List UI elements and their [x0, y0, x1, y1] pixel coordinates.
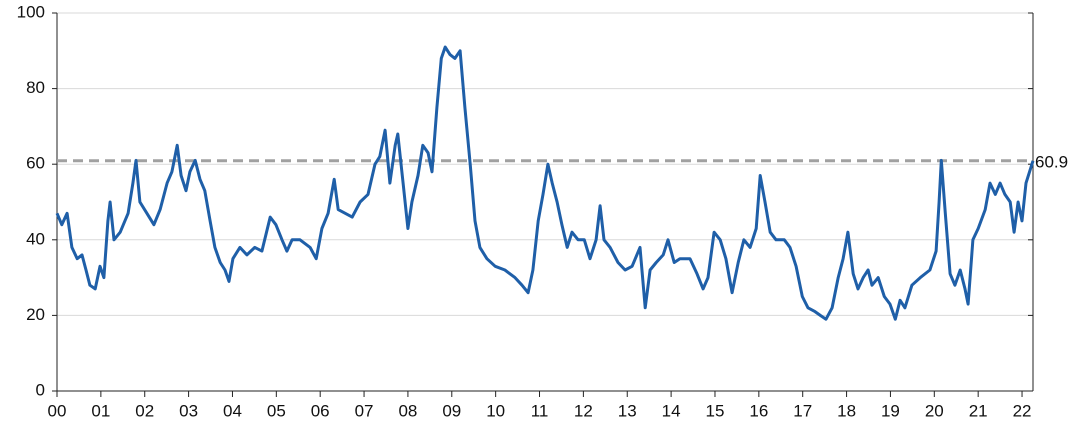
x-tick-label: 18: [837, 401, 856, 420]
x-tick-label: 14: [662, 401, 681, 420]
x-tick-label: 03: [179, 401, 198, 420]
x-tick-label: 00: [48, 401, 67, 420]
y-tick-label: 40: [26, 229, 45, 248]
y-tick-label: 60: [26, 154, 45, 173]
x-tick-label: 04: [223, 401, 242, 420]
reference-label: 60.9: [1035, 152, 1068, 171]
y-tick-label: 100: [17, 2, 45, 21]
x-tick-label: 06: [311, 401, 330, 420]
x-tick-label: 09: [442, 401, 461, 420]
x-tick-label: 11: [531, 401, 549, 420]
x-tick-label: 12: [574, 401, 593, 420]
y-tick-label: 0: [36, 380, 45, 399]
x-tick-label: 08: [398, 401, 417, 420]
x-tick-label: 16: [749, 401, 768, 420]
x-tick-label: 02: [135, 401, 154, 420]
x-tick-label: 20: [925, 401, 944, 420]
x-tick-label: 13: [618, 401, 637, 420]
y-tick-label: 20: [26, 305, 45, 324]
x-tick-label: 22: [1013, 401, 1032, 420]
x-tick-label: 01: [91, 401, 110, 420]
x-tick-label: 05: [267, 401, 286, 420]
x-tick-label: 07: [355, 401, 374, 420]
x-tick-label: 17: [793, 401, 812, 420]
x-tick-label: 19: [881, 401, 900, 420]
x-tick-label: 21: [969, 401, 988, 420]
series-line: [55, 45, 1035, 321]
x-tick-label: 10: [486, 401, 505, 420]
x-tick-label: 15: [706, 401, 725, 420]
y-tick-label: 80: [26, 78, 45, 97]
